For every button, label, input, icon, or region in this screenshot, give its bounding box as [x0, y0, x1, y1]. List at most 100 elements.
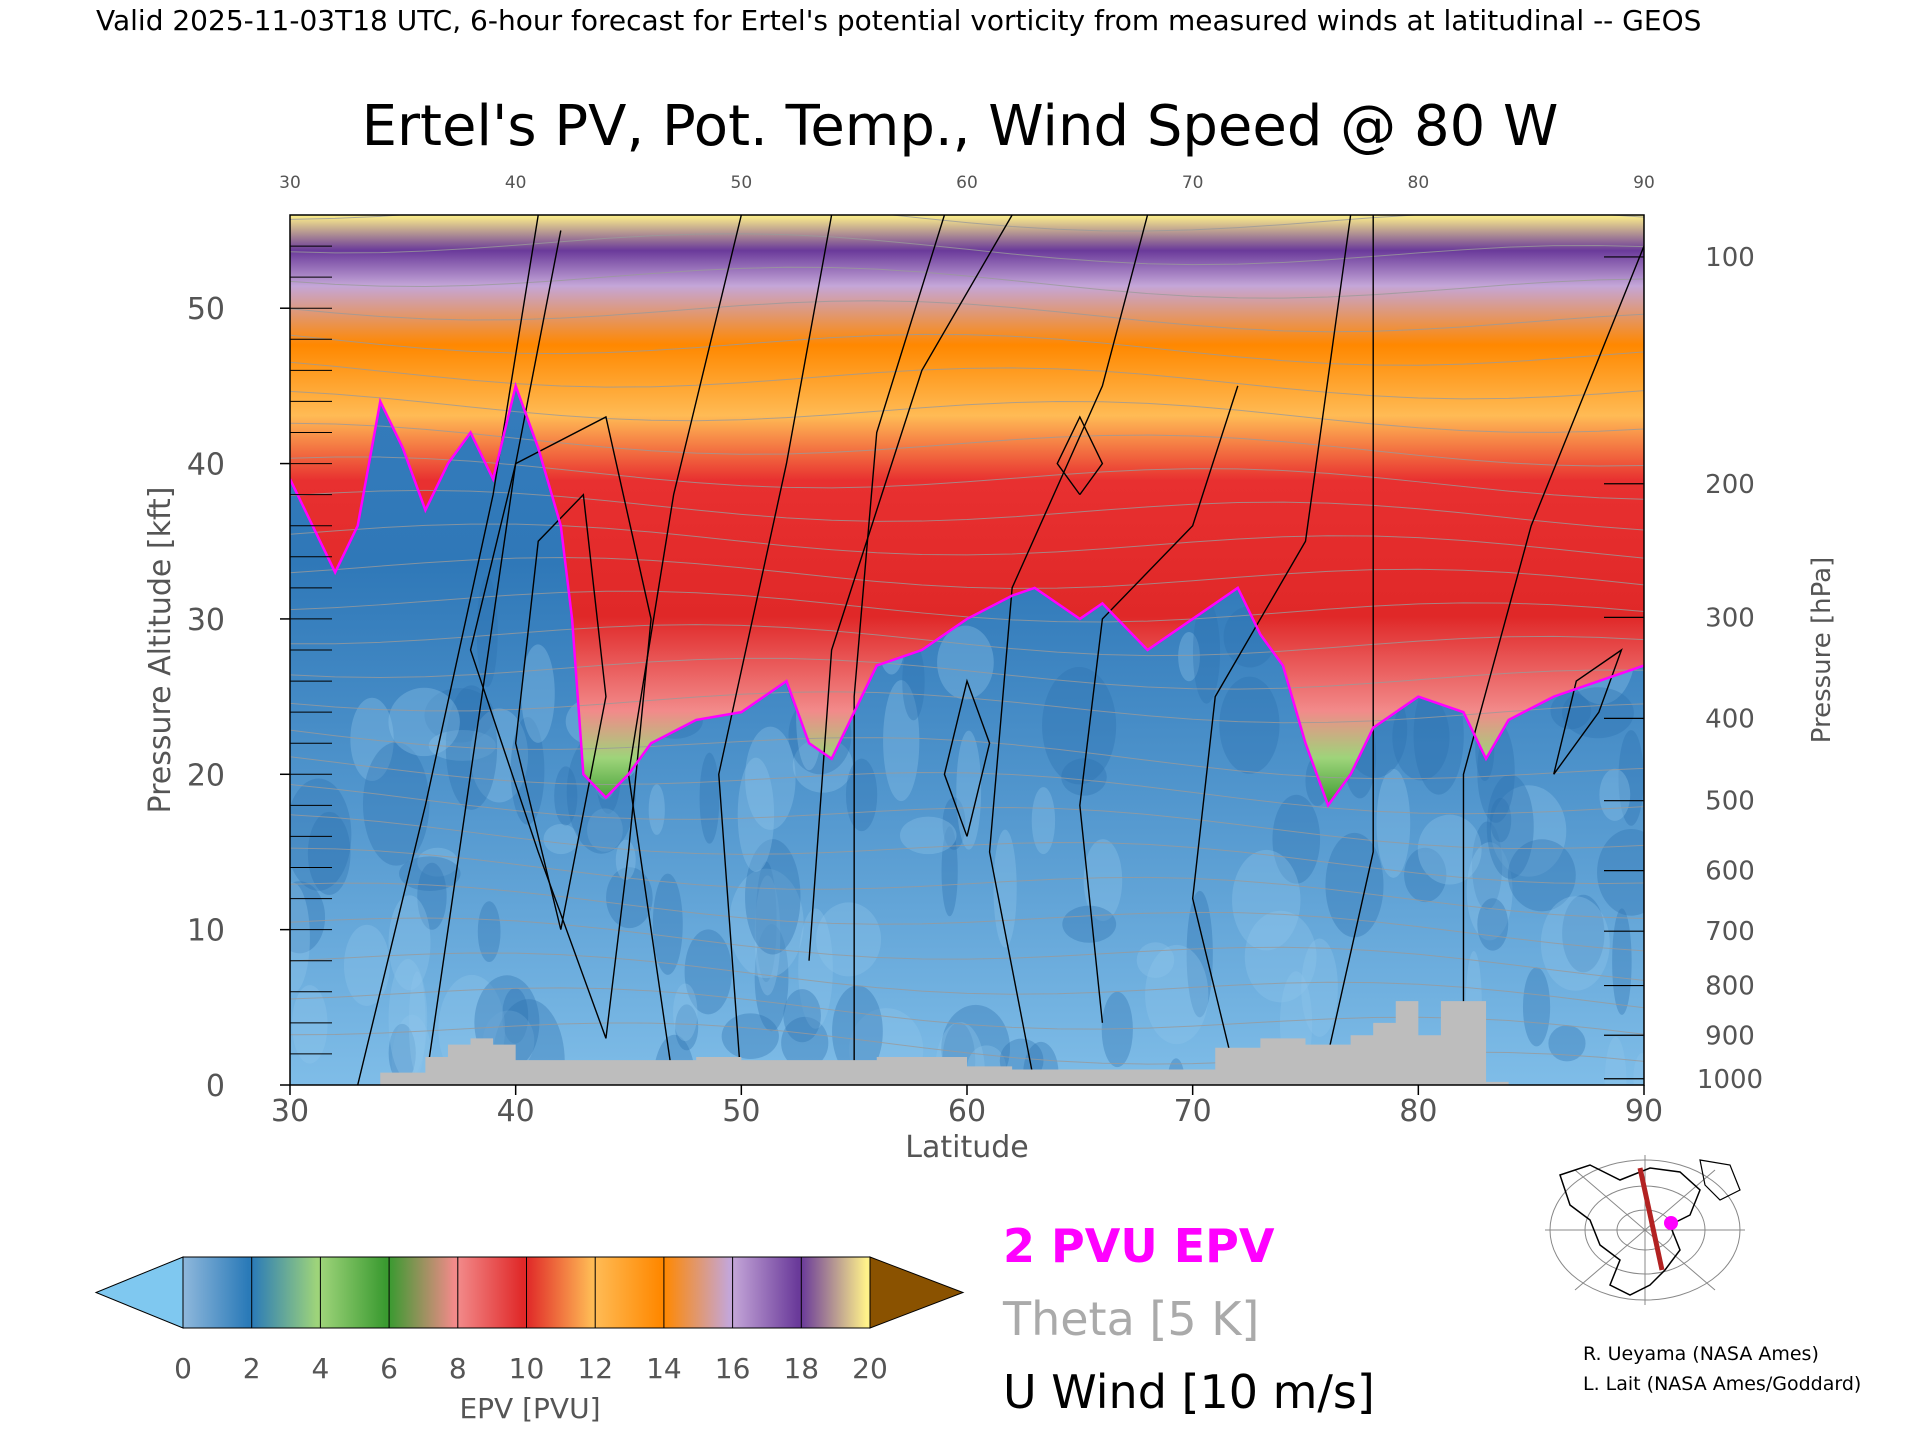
pv-patch [1490, 785, 1567, 877]
pv-patch [737, 757, 775, 872]
pv-patch [290, 882, 310, 994]
x-axis-label: Latitude [905, 1130, 1028, 1165]
x-tick-label: 40 [497, 1094, 535, 1129]
theta-contours [290, 215, 1644, 1065]
theta-line [290, 390, 1644, 433]
pv-patch [1392, 693, 1450, 781]
colorbar-tick-label: 4 [311, 1352, 329, 1385]
wind-contour [988, 215, 1149, 1085]
pv-patch [1486, 774, 1534, 879]
top-tick-label: 90 [1633, 173, 1655, 193]
pv-patch [606, 867, 653, 929]
theta-line [290, 882, 1644, 952]
theta-line [290, 557, 1644, 589]
theta-line [290, 266, 1644, 299]
pressure-tick-label: 500 [1705, 787, 1755, 817]
pv-patch [1472, 821, 1503, 910]
theta-line [290, 300, 1644, 333]
pressure-tick-label: 1000 [1697, 1065, 1763, 1095]
chart-title: Ertel's PV, Pot. Temp., Wind Speed @ 80 … [362, 94, 1559, 159]
pv-patch [1083, 839, 1123, 922]
pv-patch [755, 861, 777, 983]
pv-patch [899, 816, 957, 855]
theta-line [290, 489, 1644, 531]
pv-patch [502, 988, 529, 1044]
wind-contour [1553, 648, 1623, 775]
theta-line [290, 814, 1644, 885]
pv-patch [362, 742, 430, 866]
pv-patch [1272, 794, 1321, 884]
pv-patch [1244, 910, 1317, 1003]
y-tick-label: 40 [187, 448, 225, 483]
pv-patch [1101, 991, 1133, 1068]
pv-patch [883, 680, 920, 802]
colorbar-tick-label: 12 [577, 1352, 613, 1385]
pressure-tick-label: 900 [1705, 1021, 1755, 1051]
wind-contour [424, 230, 562, 1085]
pv-patch [754, 875, 781, 996]
pv-patch [1376, 768, 1411, 878]
colorbar-tick-label: 20 [852, 1352, 888, 1385]
wind-contour [514, 493, 607, 930]
pv-patch [408, 971, 426, 1074]
wind-contour [357, 215, 539, 1085]
pv-patch [1522, 967, 1551, 1047]
pv-patch [343, 924, 390, 1006]
theta-line [290, 233, 1644, 266]
pv-patch [1404, 847, 1447, 903]
colorbar-tick-label: 10 [509, 1352, 545, 1385]
theta-line [290, 590, 1644, 623]
plot-area [290, 215, 1644, 1085]
pv-patch [290, 881, 326, 954]
y-tick-label: 30 [187, 603, 225, 638]
pv-patch [783, 989, 821, 1043]
theta-line [290, 422, 1644, 467]
wind-contour [1079, 385, 1239, 1023]
cross-section-line [1637, 1167, 1665, 1271]
pv-patch [1042, 667, 1117, 785]
theta-line [290, 952, 1644, 1009]
pv-patch [1232, 849, 1301, 951]
theta-line [290, 917, 1644, 981]
pv-patch [798, 908, 833, 1029]
wind-contours [357, 215, 1644, 1085]
theta-line [290, 657, 1644, 690]
pv-patch [832, 985, 883, 1078]
y-tick-label: 50 [187, 292, 225, 327]
theta-line [290, 691, 1644, 724]
theta-line [290, 729, 1644, 780]
pv-patch [521, 644, 555, 743]
wind-contour [627, 215, 743, 1085]
pv-patch [388, 687, 460, 757]
wind-contour [1056, 415, 1104, 496]
pv-patch [652, 873, 683, 975]
pv-patch [1490, 797, 1512, 843]
pressure-tick-label: 800 [1705, 972, 1755, 1002]
pv-patch [417, 862, 447, 930]
pv-patch [1618, 730, 1644, 826]
pv-patch [1604, 1036, 1627, 1085]
pv-patch [1145, 944, 1209, 1045]
wind-contour [718, 215, 833, 1085]
pv-patch [1612, 908, 1632, 1015]
pv-patch [745, 839, 801, 955]
pv-patch [754, 924, 789, 1032]
pv-patch [1219, 676, 1280, 774]
pv-patch [1599, 768, 1631, 821]
pressure-tick-label: 100 [1705, 243, 1755, 273]
pv-patch [1178, 632, 1200, 682]
top-tick-label: 80 [1408, 173, 1430, 193]
colorbar-tick-label: 0 [174, 1352, 192, 1385]
pv-patch [587, 808, 623, 852]
pv-patch [1301, 938, 1338, 1037]
stratosphere-fill [290, 215, 1644, 806]
pv-patch [1540, 896, 1610, 991]
top-tick-label: 30 [279, 173, 301, 193]
header-text: Valid 2025-11-03T18 UTC, 6-hour forecast… [96, 4, 1701, 37]
x-tick-label: 80 [1399, 1094, 1437, 1129]
pv-patch [942, 797, 966, 850]
pressure-tick-label: 600 [1705, 857, 1755, 887]
x-tick-label: 90 [1625, 1094, 1663, 1129]
pv-patch [781, 1016, 829, 1069]
top-tick-label: 40 [505, 173, 527, 193]
